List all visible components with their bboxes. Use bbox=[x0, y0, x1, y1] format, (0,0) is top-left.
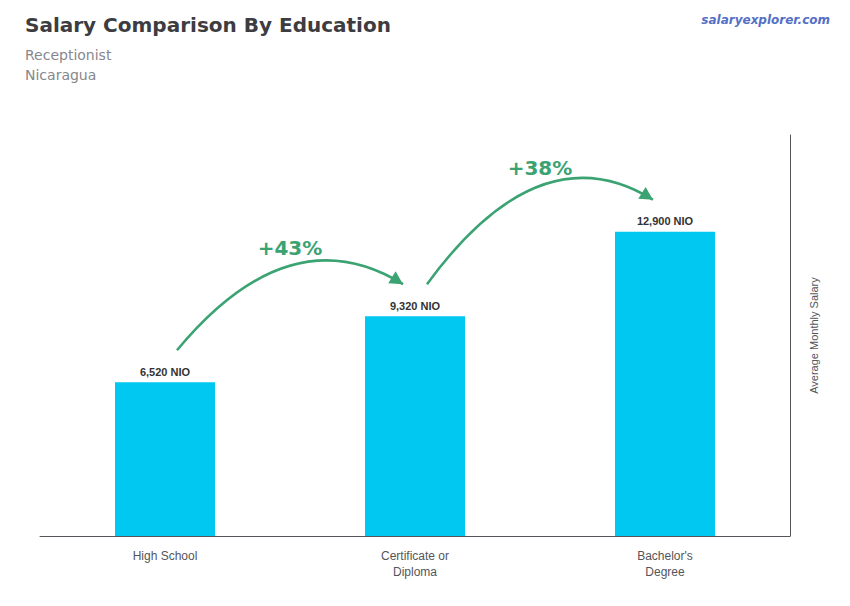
svg-text:Salary Comparison By Education: Salary Comparison By Education bbox=[25, 13, 391, 37]
svg-text:Nicaragua: Nicaragua bbox=[25, 67, 96, 83]
svg-text:High School: High School bbox=[133, 549, 198, 563]
svg-text:salaryexplorer.com: salaryexplorer.com bbox=[701, 13, 830, 27]
svg-text:Diploma: Diploma bbox=[393, 565, 437, 579]
svg-text:Bachelor's: Bachelor's bbox=[637, 549, 693, 563]
svg-text:+38%: +38% bbox=[508, 156, 573, 180]
svg-text:6,520 NIO: 6,520 NIO bbox=[140, 366, 191, 378]
svg-text:9,320 NIO: 9,320 NIO bbox=[390, 300, 441, 312]
svg-text:12,900 NIO: 12,900 NIO bbox=[637, 215, 694, 227]
svg-text:Receptionist: Receptionist bbox=[25, 47, 112, 63]
svg-text:Degree: Degree bbox=[645, 565, 685, 579]
svg-text:Certificate or: Certificate or bbox=[381, 549, 449, 563]
svg-text:+43%: +43% bbox=[258, 236, 323, 260]
svg-text:Average Monthly Salary: Average Monthly Salary bbox=[808, 277, 820, 394]
